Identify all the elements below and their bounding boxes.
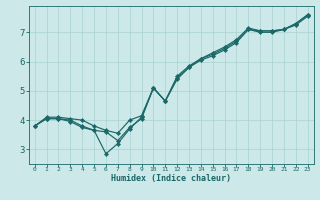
X-axis label: Humidex (Indice chaleur): Humidex (Indice chaleur): [111, 174, 231, 183]
